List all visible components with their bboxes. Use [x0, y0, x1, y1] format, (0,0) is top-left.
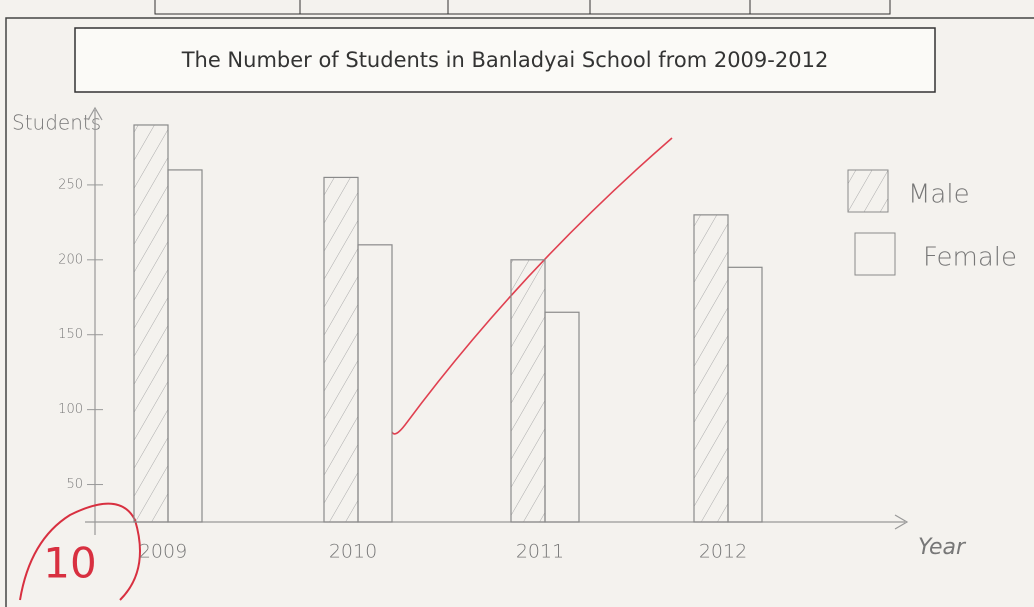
y-tick-label: 250 — [58, 177, 83, 192]
x-axis-label: Year — [918, 535, 967, 560]
bar — [323, 176, 359, 523]
bar — [727, 266, 763, 523]
y-tick-label: 100 — [58, 402, 83, 417]
bar — [544, 311, 580, 523]
legend-label: Male — [908, 180, 970, 210]
chart-title: The Number of Students in Banladyai Scho… — [181, 48, 829, 72]
x-tick-label: 2009 — [139, 541, 187, 563]
legend-label: Female — [923, 243, 1017, 273]
grade-circle — [19, 502, 141, 601]
x-tick-label: 2010 — [329, 541, 377, 563]
bar — [167, 169, 203, 523]
y-tick-label: 50 — [66, 477, 83, 492]
y-tick-label: 200 — [58, 252, 83, 267]
check-mark — [391, 137, 673, 435]
top-table — [154, 0, 891, 15]
x-tick-label: 2012 — [699, 541, 747, 563]
bar — [357, 244, 393, 523]
bar — [693, 214, 729, 523]
x-tick-label: 2011 — [516, 541, 564, 563]
frame — [5, 17, 1034, 607]
y-tick-label: 150 — [58, 327, 83, 342]
bar — [133, 124, 169, 523]
title-box — [74, 27, 936, 93]
grade: 10 — [43, 539, 96, 588]
bar — [510, 259, 546, 523]
y-axis-label: Students — [12, 111, 101, 135]
legend-swatch — [854, 232, 896, 276]
axes — [85, 106, 909, 535]
legend-swatch — [847, 169, 889, 213]
